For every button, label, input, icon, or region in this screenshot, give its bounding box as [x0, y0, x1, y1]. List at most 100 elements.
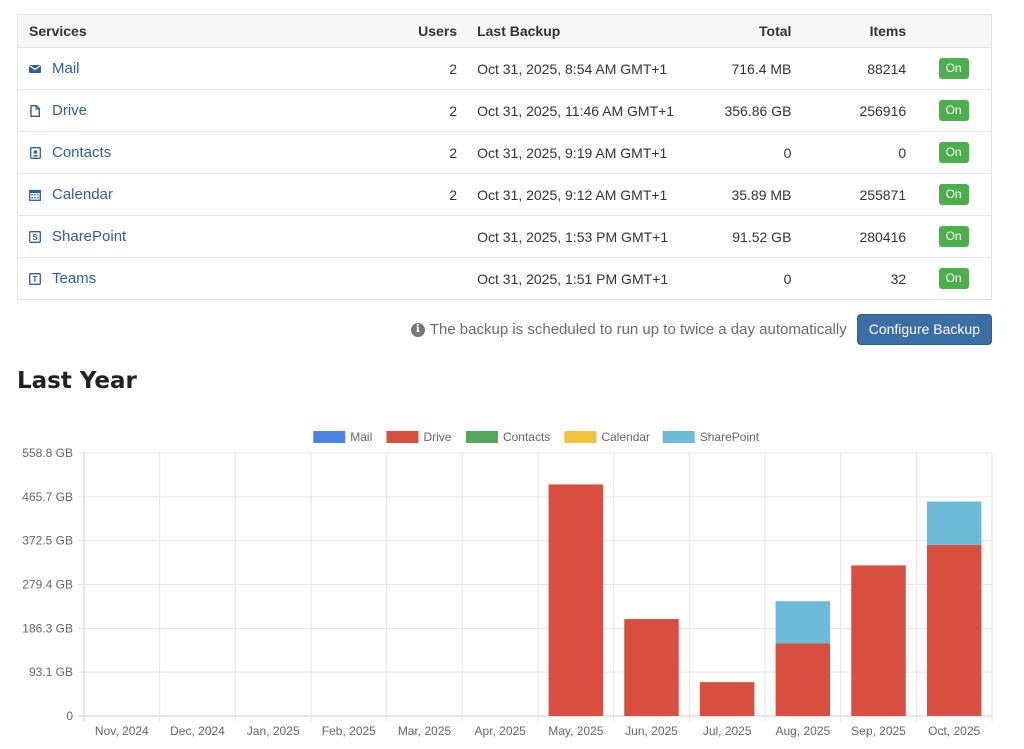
teams-icon: T [29, 272, 41, 285]
sharepoint-icon: S [29, 230, 41, 243]
last-backup: Oct 31, 2025, 1:53 PM GMT+1 [477, 228, 669, 245]
legend-item-contacts[interactable]: Contacts [465, 430, 550, 444]
x-tick-label: May, 2025 [548, 724, 603, 738]
status-badge[interactable]: On [938, 100, 969, 121]
legend-item-drive[interactable]: Drive [386, 430, 452, 444]
legend-label: Drive [423, 430, 451, 444]
schedule-note: i The backup is scheduled to run up to t… [410, 321, 847, 338]
svg-text:T: T [33, 275, 38, 284]
table-row: S SharePoint Oct 31, 2025, 1:53 PM GMT+1… [18, 215, 991, 257]
chart-bars [548, 484, 982, 717]
y-tick-label: 0 [66, 709, 73, 723]
services-table: Services Users Last Backup Total Items M… [17, 14, 992, 300]
bar-drive-sep-2025[interactable] [851, 565, 906, 716]
last-backup: Oct 31, 2025, 11:46 AM GMT+1 [477, 102, 675, 119]
table-row: Calendar 2 Oct 31, 2025, 9:12 AM GMT+1 3… [18, 173, 991, 215]
items-count: 88214 [867, 60, 907, 77]
last-backup: Oct 31, 2025, 9:12 AM GMT+1 [477, 186, 668, 203]
bar-drive-oct-2025[interactable] [926, 544, 982, 716]
service-name: Teams [52, 270, 97, 287]
x-tick-label: Jul, 2025 [703, 724, 752, 738]
total-size: 716.4 MB [731, 60, 792, 77]
x-tick-label: Sep, 2025 [851, 724, 906, 738]
bar-sharepoint-aug-2025[interactable] [775, 601, 831, 644]
x-tick-label: Jan, 2025 [247, 724, 300, 738]
last-backup: Oct 31, 2025, 9:19 AM GMT+1 [477, 144, 668, 161]
bar-drive-may-2025[interactable] [548, 484, 604, 716]
items-count: 0 [898, 144, 907, 161]
chart-legend: Mail Drive Contacts Calendar SharePoint [313, 430, 760, 444]
header-items: Items [869, 23, 907, 39]
mail-icon [29, 63, 41, 75]
y-tick-label: 186.3 GB [22, 621, 73, 635]
legend-item-mail[interactable]: Mail [313, 430, 372, 444]
bar-drive-jun-2025[interactable] [624, 619, 679, 716]
contact-card-icon [29, 146, 41, 159]
schedule-note-text: The backup is scheduled to run up to twi… [429, 321, 847, 338]
last-year-chart: Mail Drive Contacts Calendar SharePoint 0 93.… [22, 430, 993, 738]
table-header-row: Services Users Last Backup Total Items [18, 15, 991, 47]
total-size: 356.86 GB [724, 102, 792, 119]
items-count: 255871 [859, 186, 907, 203]
service-name: Drive [52, 102, 88, 119]
y-tick-label: 93.1 GB [29, 665, 73, 679]
legend-item-sharepoint[interactable]: SharePoint [662, 430, 760, 444]
x-tick-label: Oct, 2025 [928, 724, 980, 738]
header-last-backup: Last Backup [477, 23, 561, 39]
bar-drive-jul-2025[interactable] [699, 682, 755, 716]
table-row: Contacts 2 Oct 31, 2025, 9:19 AM GMT+1 0… [18, 131, 991, 173]
service-link-drive[interactable]: Drive [18, 102, 387, 119]
users-count: 2 [449, 102, 458, 119]
last-backup: Oct 31, 2025, 8:54 AM GMT+1 [477, 60, 668, 77]
section-title-last-year: Last Year [17, 368, 137, 394]
table-row: T Teams Oct 31, 2025, 1:51 PM GMT+1 0 32… [18, 257, 991, 299]
service-name: Contacts [52, 144, 112, 161]
y-tick-label: 372.5 GB [22, 534, 73, 548]
legend-item-calendar[interactable]: Calendar [564, 430, 650, 444]
y-tick-label: 465.7 GB [22, 490, 73, 504]
bar-drive-aug-2025[interactable] [775, 643, 831, 716]
status-badge[interactable]: On [938, 268, 969, 289]
service-name: Mail [52, 60, 80, 77]
users-count: 2 [449, 186, 458, 203]
last-backup: Oct 31, 2025, 1:51 PM GMT+1 [477, 270, 669, 287]
legend-swatch [564, 431, 597, 443]
x-axis-ticks: Nov, 2024 Dec, 2024 Jan, 2025 Feb, 2025 Mar,… [95, 724, 981, 738]
legend-label: Mail [350, 430, 372, 444]
file-icon [29, 104, 41, 117]
y-tick-label: 279.4 GB [22, 578, 73, 592]
service-name: SharePoint [52, 228, 127, 245]
total-size: 0 [783, 270, 792, 287]
status-badge[interactable]: On [938, 142, 969, 163]
info-icon: i [410, 322, 425, 337]
legend-label: SharePoint [700, 430, 760, 444]
backup-note-bar: i The backup is scheduled to run up to t… [17, 314, 992, 345]
items-count: 280416 [859, 228, 907, 245]
x-tick-label: Jun, 2025 [625, 724, 678, 738]
bar-sharepoint-oct-2025[interactable] [926, 501, 982, 545]
x-tick-label: Apr, 2025 [474, 724, 526, 738]
items-count: 32 [890, 270, 907, 287]
items-count: 256916 [859, 102, 907, 119]
bar-mail-oct-2025[interactable] [926, 715, 982, 717]
x-tick-label: Aug, 2025 [775, 724, 830, 738]
service-link-contacts[interactable]: Contacts [18, 144, 387, 161]
legend-swatch [662, 431, 695, 443]
users-count: 2 [449, 60, 458, 77]
status-badge[interactable]: On [938, 184, 969, 205]
legend-label: Contacts [503, 430, 550, 444]
table-row: Drive 2 Oct 31, 2025, 11:46 AM GMT+1 356… [18, 89, 991, 131]
legend-swatch [465, 431, 498, 443]
chart-grid [78, 452, 993, 722]
service-link-sharepoint[interactable]: S SharePoint [18, 228, 387, 245]
status-badge[interactable]: On [938, 226, 969, 247]
service-link-teams[interactable]: T Teams [18, 270, 387, 287]
service-link-mail[interactable]: Mail [18, 60, 387, 77]
status-badge[interactable]: On [938, 58, 969, 79]
service-link-calendar[interactable]: Calendar [18, 186, 387, 203]
y-axis-ticks: 0 93.1 GB 186.3 GB 279.4 GB 372.5 GB 465.7 GB… [22, 446, 73, 723]
legend-swatch [386, 431, 419, 443]
total-size: 35.89 MB [731, 186, 792, 203]
configure-backup-button[interactable]: Configure Backup [856, 314, 992, 345]
x-tick-label: Mar, 2025 [398, 724, 452, 738]
